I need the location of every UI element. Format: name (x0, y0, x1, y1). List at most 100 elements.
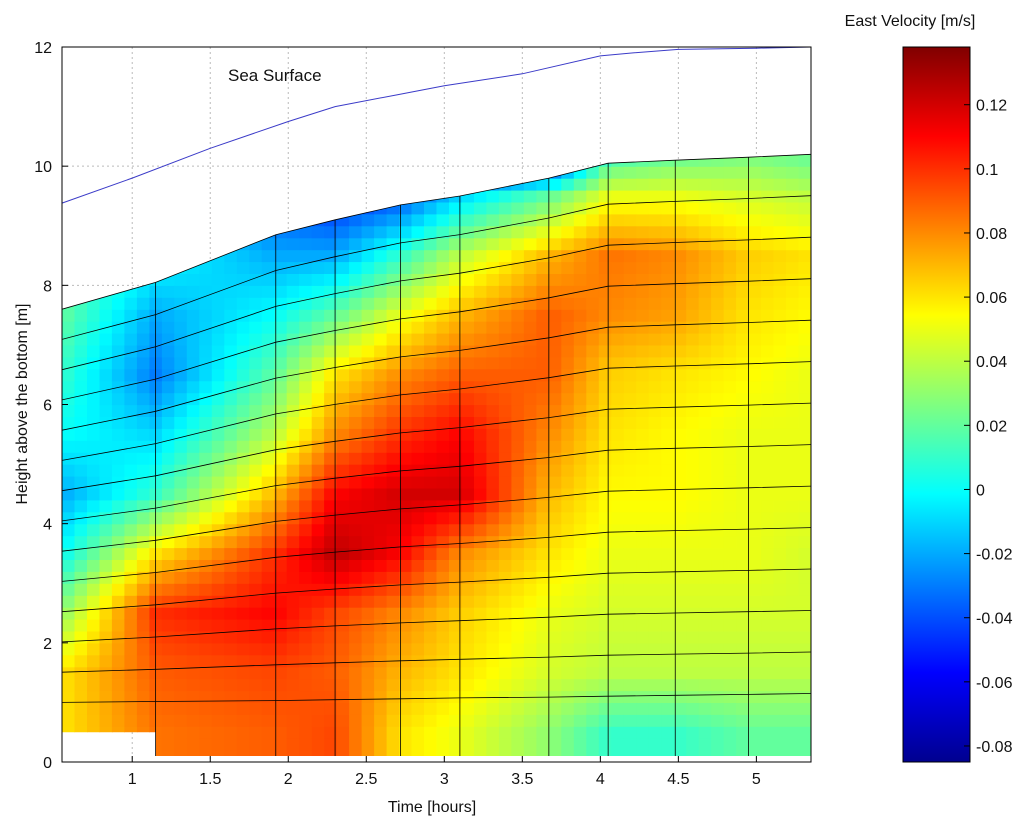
velocity-cell (611, 178, 625, 191)
velocity-cell (511, 511, 525, 525)
velocity-cell (736, 750, 750, 757)
velocity-cell (199, 440, 213, 453)
velocity-cell (698, 285, 712, 298)
velocity-cell (374, 392, 388, 406)
velocity-cell (186, 750, 200, 757)
velocity-cell (773, 190, 787, 203)
velocity-cell (211, 273, 225, 286)
velocity-cell (424, 738, 438, 751)
velocity-cell (623, 333, 637, 346)
velocity-cell (773, 237, 787, 251)
velocity-cell (548, 404, 562, 417)
velocity-cell (424, 416, 438, 429)
velocity-cell (399, 678, 413, 692)
velocity-cell (286, 464, 300, 477)
velocity-cell (773, 571, 787, 584)
velocity-cell (561, 416, 575, 429)
velocity-cell (224, 690, 238, 703)
velocity-cell (636, 595, 650, 608)
velocity-cell (299, 750, 313, 757)
velocity-cell (211, 630, 225, 644)
velocity-cell (748, 750, 762, 757)
velocity-cell (673, 285, 687, 298)
velocity-cell (561, 440, 575, 453)
velocity-cell (686, 440, 700, 453)
velocity-cell (261, 487, 275, 501)
velocity-cell (661, 201, 675, 215)
velocity-cell (586, 190, 600, 203)
velocity-cell (523, 321, 537, 334)
velocity-cell (336, 333, 350, 346)
velocity-cell (661, 249, 675, 263)
velocity-cell (186, 464, 200, 477)
velocity-cell (87, 559, 101, 572)
velocity-cell (449, 702, 463, 715)
velocity-cell (424, 642, 438, 656)
velocity-cell (424, 213, 438, 227)
velocity-cell (399, 499, 413, 513)
velocity-cell (548, 666, 562, 680)
velocity-cell (274, 297, 288, 310)
velocity-cell (573, 738, 587, 751)
velocity-cell (374, 642, 388, 656)
velocity-cell (286, 476, 300, 489)
velocity-cell (798, 309, 811, 322)
velocity-cell (611, 344, 625, 358)
velocity-cell (736, 309, 750, 322)
velocity-cell (648, 392, 662, 406)
velocity-cell (211, 356, 225, 370)
velocity-cell (686, 630, 700, 644)
velocity-cell (748, 416, 762, 429)
velocity-cell (598, 559, 612, 572)
velocity-cell (573, 499, 587, 513)
bin-line (62, 485, 811, 552)
velocity-cell (386, 404, 400, 417)
velocity-cell (349, 297, 363, 310)
velocity-cell (461, 702, 475, 715)
velocity-cell (723, 428, 737, 441)
velocity-cell (623, 356, 637, 370)
velocity-cell (399, 225, 413, 239)
velocity-cell (224, 619, 238, 632)
velocity-cell (573, 225, 587, 239)
velocity-cell (361, 511, 375, 525)
velocity-cell (786, 630, 800, 644)
velocity-cell (449, 261, 463, 274)
velocity-cell (274, 523, 288, 537)
velocity-cell (111, 607, 125, 620)
velocity-cell (62, 547, 76, 560)
velocity-cell (374, 535, 388, 549)
velocity-cell (249, 690, 263, 703)
velocity-cell (748, 297, 762, 310)
velocity-cell (249, 583, 263, 596)
velocity-cell (299, 368, 313, 382)
velocity-cell (598, 368, 612, 382)
velocity-cell (661, 404, 675, 417)
velocity-cell (111, 309, 125, 322)
velocity-cell (548, 654, 562, 668)
velocity-cell (186, 487, 200, 501)
velocity-cell (211, 511, 225, 525)
velocity-cell (474, 654, 488, 668)
velocity-cell (161, 714, 175, 727)
velocity-cell (211, 666, 225, 680)
velocity-cell (424, 630, 438, 644)
velocity-cell (186, 583, 200, 596)
velocity-cell (286, 392, 300, 406)
velocity-cell (786, 344, 800, 358)
velocity-cell (636, 452, 650, 465)
velocity-cell (736, 642, 750, 656)
velocity-cell (561, 309, 575, 322)
velocity-cell (636, 225, 650, 239)
velocity-cell (636, 559, 650, 572)
velocity-cell (174, 726, 188, 739)
velocity-cell (486, 249, 500, 263)
velocity-cell (236, 583, 250, 596)
velocity-cell (474, 225, 488, 239)
velocity-cell (349, 428, 363, 441)
velocity-cell (224, 595, 238, 608)
velocity-cell (349, 607, 363, 620)
velocity-cell (474, 642, 488, 656)
velocity-cell (399, 333, 413, 346)
velocity-cell (661, 595, 675, 608)
